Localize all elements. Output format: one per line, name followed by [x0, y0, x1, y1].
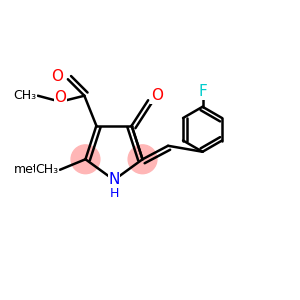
Text: O: O [151, 88, 163, 103]
Text: F: F [198, 84, 207, 99]
Text: O: O [54, 90, 66, 105]
Text: O: O [51, 69, 63, 84]
Text: CH₃: CH₃ [35, 163, 58, 176]
Text: CH₃: CH₃ [13, 89, 36, 102]
Text: methyl: methyl [14, 163, 57, 176]
Circle shape [128, 145, 157, 174]
Text: H: H [109, 187, 119, 200]
Circle shape [71, 145, 100, 174]
Text: N: N [108, 172, 120, 188]
